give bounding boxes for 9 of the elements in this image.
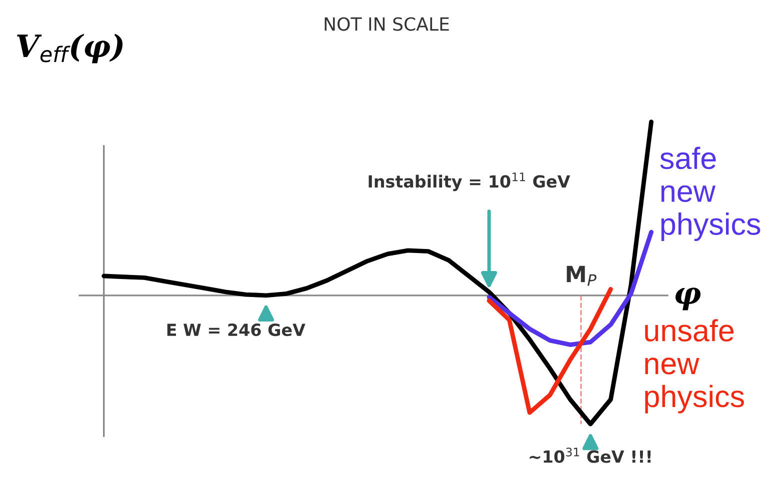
chart-title: NOT IN SCALE bbox=[324, 17, 449, 31]
annotation: E W = 246 GeV bbox=[167, 324, 306, 336]
x-axis-title: φ bbox=[675, 288, 701, 310]
annotation: M$_{P}$ bbox=[566, 266, 596, 286]
series-label: safe new physics bbox=[660, 146, 760, 242]
series-label: unsafe new physics bbox=[645, 319, 744, 414]
y-axis-title: V$_{eff}$(φ) bbox=[17, 34, 123, 64]
text: ~10$^{31}$ GeV !!! bbox=[530, 448, 651, 463]
annotation: Instability = 10$^{11}$ GeV bbox=[368, 172, 570, 192]
